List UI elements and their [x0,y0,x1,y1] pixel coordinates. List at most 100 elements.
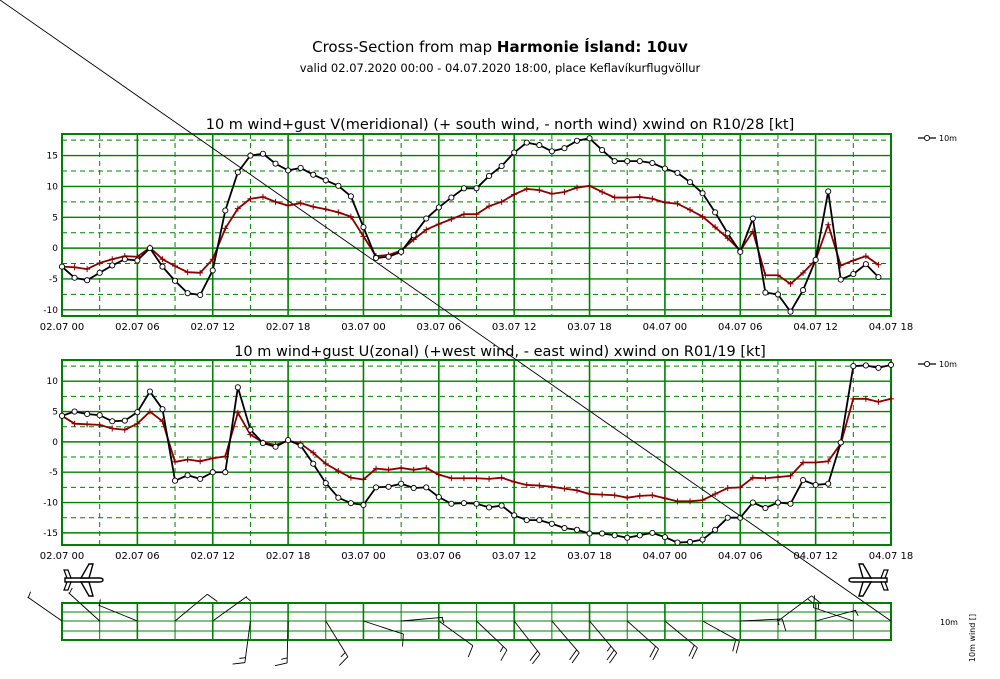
data-point-mean [310,449,317,456]
series-line-10m [61,137,880,314]
data-point-10m [749,499,756,506]
data-point-10m [272,160,279,167]
data-point-10m [737,248,744,255]
data-point-mean [712,491,719,498]
data-point-10m [234,384,241,391]
data-point-mean [322,460,329,467]
wind-barb [244,620,251,663]
data-point-10m [787,500,794,507]
data-point-mean [774,272,781,279]
data-point-mean [435,471,442,478]
wind-barb-panel: 10m 10m wind [] [0,0,977,667]
data-point-mean [96,421,103,428]
wind-barb-feather [68,587,73,594]
legend-marker [923,360,931,368]
x-tick-label: 04.07 12 [793,322,838,333]
x-tick-label: 03.07 12 [492,322,537,333]
data-point-10m [599,530,606,537]
data-point-mean [297,200,304,207]
data-point-10m [812,481,819,489]
data-point-10m [712,209,719,216]
wind-barb [212,596,248,622]
data-point-10m [561,145,568,152]
data-point-mean [511,478,518,485]
data-point-10m [862,362,869,369]
data-point-mean [561,188,568,195]
data-point-mean [636,193,643,200]
data-point-mean [209,455,216,462]
data-point-10m [410,232,417,239]
data-point-10m [335,494,342,501]
wind-barb [438,620,474,647]
y-tick-label: 5 [52,213,58,223]
data-point-10m [636,532,643,539]
data-point-mean [134,420,141,427]
data-point-10m [837,276,844,283]
data-point-mean [523,481,530,488]
wind-barb-feather [207,593,218,602]
data-point-10m [498,163,505,170]
data-point-10m [825,480,832,487]
data-point-10m [674,539,681,546]
data-point-mean [435,221,442,228]
data-point-mean [310,203,317,210]
data-point-mean [611,492,618,499]
data-point-10m [259,440,267,447]
data-point-mean [850,257,857,264]
data-point-10m [84,277,91,284]
data-point-10m [184,290,191,297]
wind-barb [513,620,541,655]
data-point-10m [511,149,518,156]
wind-barb-feather [245,596,252,602]
data-point-10m [523,139,530,146]
data-point-mean [699,213,706,220]
data-point-10m [536,142,543,149]
wind-barb [363,620,404,635]
data-point-10m [71,274,78,281]
page-title: Cross-Section from map Harmonie Ísland: … [0,38,1000,56]
wind-barb-feather [274,662,288,667]
wind-barb-feather [609,652,618,664]
data-point-10m [134,257,141,264]
data-point-10m [498,502,505,509]
wind-barb-feather [338,656,349,666]
data-point-10m [774,291,782,298]
wind-barb-feather [811,595,822,604]
chart-title: 10 m wind+gust U(zonal) (+west wind, - e… [234,344,766,360]
wind-barb [476,620,508,651]
x-tick-label: 04.07 06 [718,551,763,562]
data-point-mean [360,476,367,483]
data-point-10m [209,469,216,476]
barb-side-label: 10m wind [] [968,614,977,662]
wind-barb [68,592,100,622]
data-point-mean [875,261,882,268]
data-point-mean [636,492,643,499]
data-point-mean [347,213,354,220]
wind-barb [777,595,812,622]
data-point-10m [146,388,153,395]
data-point-10m [322,177,329,184]
wind-barb [626,620,659,650]
wind-barb-feather [732,639,737,652]
chart-zonal-wind: 10 m wind+gust U(zonal) (+west wind, - e… [40,344,957,562]
data-point-mean [599,491,606,498]
y-tick-label: -5 [49,468,58,478]
data-point-10m [310,171,317,178]
data-point-10m [159,406,166,413]
data-point-10m [448,500,455,507]
data-point-mean [762,272,769,279]
data-point-10m [310,460,317,467]
wind-barb-feather [807,598,813,604]
data-point-10m [285,167,292,174]
data-point-10m [599,146,606,154]
y-tick-label: 5 [52,408,58,418]
data-point-10m [762,289,769,296]
wind-barb-feather [735,641,740,654]
data-point-10m [661,165,668,172]
data-point-10m [460,500,467,507]
data-point-10m [649,159,656,167]
data-point-mean [448,216,455,223]
data-point-10m [171,477,179,484]
data-point-10m [686,538,694,546]
wind-barb [27,596,63,622]
